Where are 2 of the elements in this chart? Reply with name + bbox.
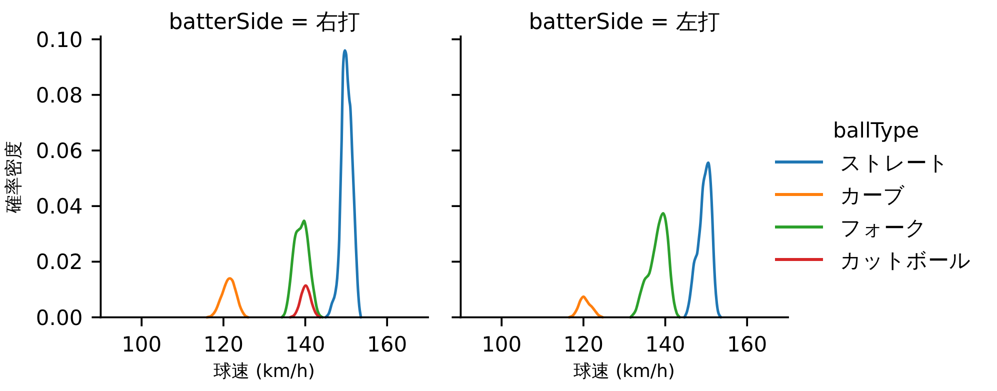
title: batterSide = 左打 — [528, 10, 720, 35]
title: batterSide = 右打 — [168, 10, 360, 35]
